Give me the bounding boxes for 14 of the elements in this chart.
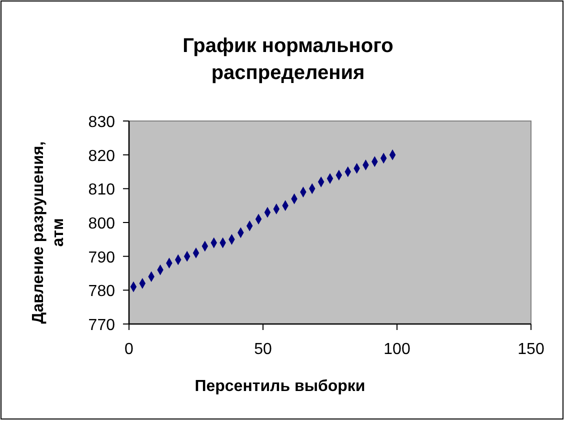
chart-title: График нормального распределения	[182, 35, 394, 84]
x-tick-label: 150	[518, 341, 544, 358]
x-axis-title: Персентиль выборки	[194, 378, 366, 395]
y-tick-label: 770	[88, 317, 116, 334]
y-axis-title: Давление разрушения, атм	[30, 141, 67, 324]
y-tick-label: 810	[88, 182, 116, 199]
x-tick-label: 50	[254, 341, 272, 358]
x-tick-label: 100	[384, 341, 410, 358]
y-tick-label: 800	[88, 216, 116, 232]
y-tick-label: 820	[88, 148, 116, 165]
y-tick-label: 790	[88, 249, 116, 266]
y-tick-label: 780	[88, 283, 116, 300]
x-tick-label: 0	[124, 341, 134, 358]
y-tick-label: 830	[88, 114, 116, 131]
